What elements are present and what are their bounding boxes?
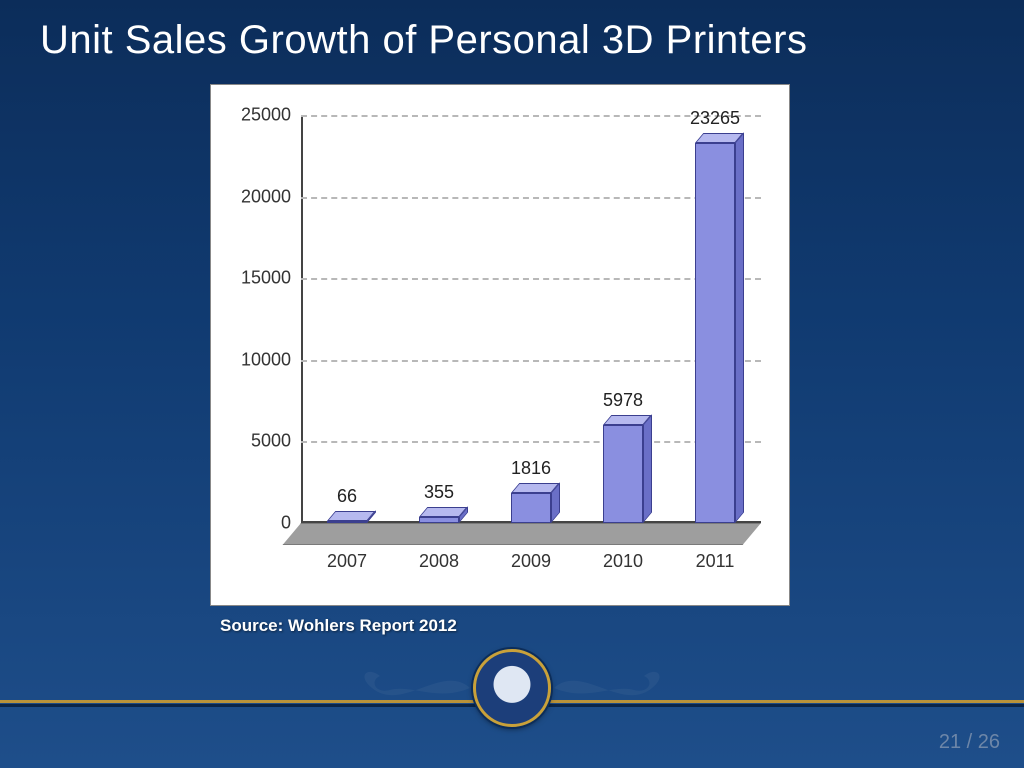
slide: Unit Sales Growth of Personal 3D Printer…	[0, 0, 1024, 768]
bar-front	[695, 143, 735, 523]
page-total: 26	[978, 731, 1000, 753]
page-counter: 21 / 26	[939, 731, 1000, 754]
bar-side	[643, 415, 652, 523]
grid-line	[301, 278, 761, 280]
grid-line	[301, 197, 761, 199]
bar: 355	[419, 517, 459, 523]
y-tick-label: 25000	[241, 105, 291, 126]
chart-card: 0 5000 10000 15000 20000 25000 66 2007 355 2008 18…	[210, 84, 790, 606]
ornament-left	[352, 668, 472, 708]
x-tick-label: 2009	[511, 551, 551, 572]
y-tick-label: 0	[281, 513, 291, 534]
bar: 66	[327, 521, 367, 523]
plot-area: 0500010000150002000025000662007355200818…	[301, 115, 761, 545]
y-tick-label: 20000	[241, 186, 291, 207]
bar: 1816	[511, 493, 551, 523]
source-caption: Source: Wohlers Report 2012	[220, 616, 457, 636]
y-axis	[301, 115, 303, 523]
ornament-right	[552, 668, 672, 708]
bar-value-label: 5978	[603, 390, 643, 411]
y-tick-label: 5000	[251, 431, 291, 452]
page-current: 21	[939, 731, 961, 753]
bar-front	[511, 493, 551, 523]
x-tick-label: 2007	[327, 551, 367, 572]
y-tick-label: 15000	[241, 268, 291, 289]
bar-value-label: 66	[337, 486, 357, 507]
bar-side	[735, 133, 744, 523]
bar-front	[327, 521, 367, 523]
bar-value-label: 23265	[690, 108, 740, 129]
bar-value-label: 355	[424, 482, 454, 503]
slide-title: Unit Sales Growth of Personal 3D Printer…	[40, 18, 807, 63]
bar-front	[603, 425, 643, 523]
grid-line	[301, 360, 761, 362]
presidential-seal-icon	[473, 649, 551, 727]
bar-front	[419, 517, 459, 523]
page-sep: /	[961, 731, 978, 753]
bar-chart: 0 5000 10000 15000 20000 25000 66 2007 355 2008 18…	[211, 85, 789, 605]
x-tick-label: 2011	[696, 551, 735, 572]
bar: 5978	[603, 425, 643, 523]
bar-value-label: 1816	[511, 458, 551, 479]
chart-floor	[283, 523, 761, 545]
bar: 23265	[695, 143, 735, 523]
x-tick-label: 2008	[419, 551, 459, 572]
y-tick-label: 10000	[241, 349, 291, 370]
grid-line	[301, 441, 761, 443]
x-tick-label: 2010	[603, 551, 643, 572]
